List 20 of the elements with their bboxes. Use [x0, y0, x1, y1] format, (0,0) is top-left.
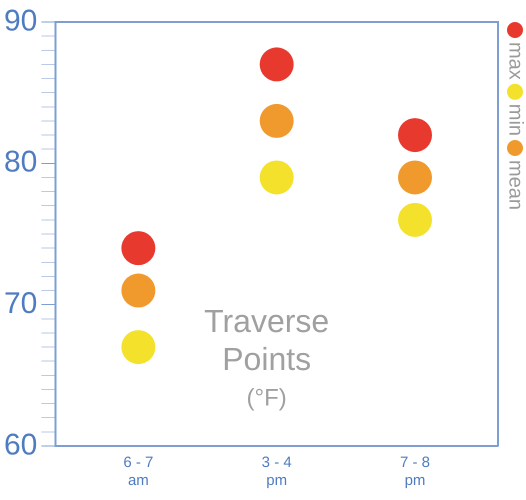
legend-label: max [504, 42, 526, 80]
point [398, 160, 432, 194]
point [260, 47, 294, 82]
x-tick-label: 7 - 8 pm [400, 454, 430, 490]
text: Traverse Points (°F) [204, 302, 330, 412]
point [260, 104, 294, 138]
y-tick-label: 80 [4, 146, 38, 179]
x-tick-label: 3 - 4 pm [262, 454, 292, 490]
y-tick-label: 90 [4, 4, 38, 38]
point [121, 330, 156, 364]
point [121, 274, 156, 308]
legend-label: min [504, 104, 526, 136]
y-tick-label: 60 [4, 428, 38, 462]
point [260, 160, 294, 194]
point [398, 118, 432, 152]
x-tick-label: 6 - 7 am [123, 454, 154, 490]
legend-label: mean [504, 160, 526, 210]
point [398, 202, 432, 237]
point [121, 231, 156, 266]
y-tick-label: 70 [4, 286, 38, 320]
